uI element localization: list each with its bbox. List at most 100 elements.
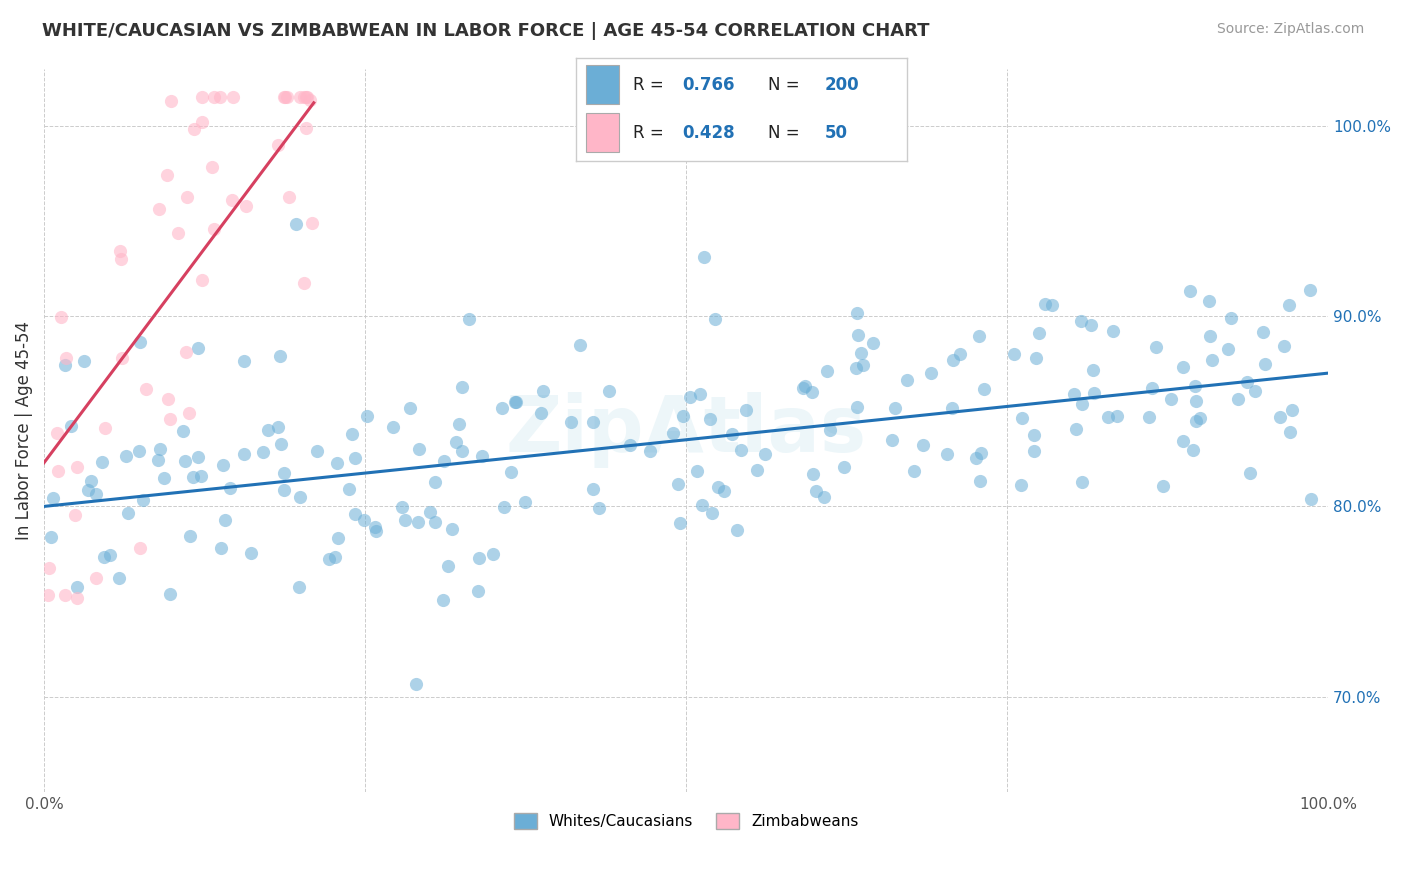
Y-axis label: In Labor Force | Age 45-54: In Labor Force | Age 45-54 bbox=[15, 321, 32, 540]
Point bbox=[1071, 396, 1094, 410]
Point bbox=[295, 90, 318, 104]
Point bbox=[326, 531, 349, 545]
Point bbox=[179, 529, 201, 543]
Point bbox=[219, 482, 242, 496]
Point bbox=[277, 190, 299, 204]
Point bbox=[187, 341, 209, 355]
Point bbox=[425, 515, 447, 529]
Point bbox=[423, 475, 446, 490]
Point bbox=[661, 426, 683, 441]
Point bbox=[846, 306, 869, 320]
Point bbox=[491, 401, 513, 416]
Point bbox=[432, 593, 454, 607]
Point bbox=[129, 541, 152, 555]
Point bbox=[269, 349, 291, 363]
Point bbox=[419, 506, 441, 520]
Point bbox=[1201, 352, 1223, 367]
Point bbox=[1236, 376, 1258, 390]
Point bbox=[1299, 283, 1322, 297]
Point bbox=[1173, 360, 1195, 375]
Point bbox=[834, 459, 856, 474]
Point bbox=[745, 463, 768, 477]
Point bbox=[598, 384, 620, 398]
Point bbox=[183, 121, 205, 136]
Point bbox=[128, 335, 150, 350]
Point bbox=[818, 423, 841, 437]
Point bbox=[191, 273, 214, 287]
Point bbox=[114, 449, 136, 463]
Point bbox=[66, 580, 89, 594]
Text: 0.428: 0.428 bbox=[682, 124, 735, 142]
Point bbox=[222, 90, 245, 104]
Point bbox=[969, 474, 991, 488]
Point bbox=[117, 506, 139, 520]
Point bbox=[513, 495, 536, 509]
Point bbox=[804, 484, 827, 499]
Point bbox=[1144, 340, 1167, 354]
Point bbox=[1184, 379, 1206, 393]
Point bbox=[1278, 425, 1301, 439]
Point bbox=[86, 487, 108, 501]
Point bbox=[37, 588, 59, 602]
Point bbox=[1152, 478, 1174, 492]
Point bbox=[235, 199, 257, 213]
Point bbox=[941, 401, 963, 415]
Point bbox=[94, 421, 117, 435]
Point bbox=[852, 358, 875, 372]
Point bbox=[156, 392, 179, 406]
Point bbox=[1024, 444, 1046, 458]
Point bbox=[1182, 442, 1205, 457]
Point bbox=[1173, 434, 1195, 448]
Point bbox=[174, 345, 197, 359]
Point bbox=[942, 352, 965, 367]
Point bbox=[202, 90, 225, 104]
Point bbox=[381, 420, 404, 434]
Point bbox=[973, 382, 995, 396]
Point bbox=[73, 353, 96, 368]
Point bbox=[686, 464, 709, 478]
Text: Source: ZipAtlas.com: Source: ZipAtlas.com bbox=[1216, 22, 1364, 37]
Point bbox=[1160, 392, 1182, 407]
Point bbox=[55, 358, 77, 372]
Point bbox=[793, 378, 815, 392]
Point bbox=[560, 415, 582, 429]
Legend: Whites/Caucasians, Zimbabweans: Whites/Caucasians, Zimbabweans bbox=[508, 806, 865, 835]
Point bbox=[132, 493, 155, 508]
Point bbox=[1198, 293, 1220, 308]
Point bbox=[77, 483, 100, 498]
Point bbox=[290, 491, 312, 505]
Point bbox=[1070, 314, 1092, 328]
Point bbox=[267, 137, 290, 152]
Point bbox=[191, 90, 214, 104]
Point bbox=[49, 310, 72, 325]
Point bbox=[240, 546, 263, 560]
Point bbox=[467, 584, 489, 599]
Point bbox=[364, 520, 387, 534]
Point bbox=[111, 351, 134, 365]
Point bbox=[581, 483, 603, 497]
Point bbox=[1102, 324, 1125, 338]
Text: WHITE/CAUCASIAN VS ZIMBABWEAN IN LABOR FORCE | AGE 45-54 CORRELATION CHART: WHITE/CAUCASIAN VS ZIMBABWEAN IN LABOR F… bbox=[42, 22, 929, 40]
Point bbox=[678, 391, 700, 405]
Point bbox=[671, 409, 693, 424]
Point bbox=[42, 491, 65, 505]
Point bbox=[323, 550, 346, 565]
Point bbox=[201, 160, 224, 174]
Point bbox=[1002, 347, 1025, 361]
Point bbox=[815, 364, 838, 378]
Point bbox=[166, 226, 188, 240]
Point bbox=[366, 524, 388, 538]
Point bbox=[159, 411, 181, 425]
Point bbox=[405, 677, 427, 691]
Point bbox=[65, 508, 87, 523]
Point bbox=[1226, 392, 1249, 407]
Point bbox=[713, 483, 735, 498]
Point bbox=[292, 277, 315, 291]
Point bbox=[1185, 414, 1208, 428]
Point bbox=[290, 90, 312, 104]
Text: N =: N = bbox=[768, 76, 806, 94]
Point bbox=[1254, 357, 1277, 371]
Point bbox=[1070, 475, 1092, 489]
Point bbox=[468, 550, 491, 565]
Point bbox=[110, 252, 132, 266]
